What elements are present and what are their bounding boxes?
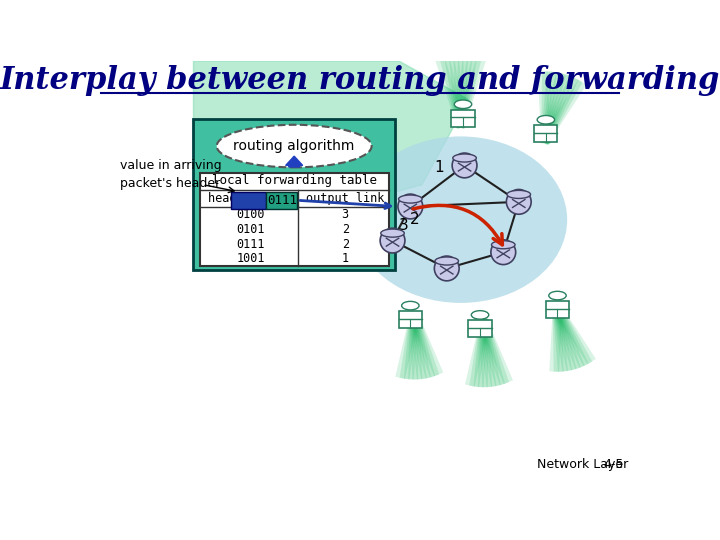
Text: value in arriving
packet's header: value in arriving packet's header <box>120 159 222 190</box>
Ellipse shape <box>402 301 419 310</box>
Circle shape <box>398 194 423 219</box>
Ellipse shape <box>354 137 567 303</box>
Ellipse shape <box>381 229 405 237</box>
FancyBboxPatch shape <box>199 173 389 266</box>
Text: 1: 1 <box>341 252 348 265</box>
FancyBboxPatch shape <box>534 125 557 142</box>
Ellipse shape <box>453 154 477 162</box>
Text: Interplay between routing and forwarding: Interplay between routing and forwarding <box>0 65 720 96</box>
Text: 0100: 0100 <box>236 208 265 221</box>
Ellipse shape <box>492 241 515 249</box>
Text: local forwarding table: local forwarding table <box>212 174 377 187</box>
Circle shape <box>491 240 516 265</box>
Text: 1: 1 <box>434 160 444 176</box>
Text: Network Layer: Network Layer <box>536 458 628 471</box>
Text: 0111: 0111 <box>267 194 297 207</box>
Polygon shape <box>194 61 469 212</box>
Ellipse shape <box>217 125 372 167</box>
Text: output link: output link <box>306 192 384 205</box>
Text: 1001: 1001 <box>236 252 265 265</box>
FancyBboxPatch shape <box>266 192 297 209</box>
Ellipse shape <box>472 310 489 319</box>
Text: 3: 3 <box>341 208 348 221</box>
Ellipse shape <box>454 100 472 109</box>
Text: 3: 3 <box>399 218 408 233</box>
Ellipse shape <box>399 195 422 203</box>
FancyBboxPatch shape <box>399 311 422 328</box>
Text: 0111: 0111 <box>236 238 265 251</box>
Ellipse shape <box>549 291 566 300</box>
Text: 0101: 0101 <box>236 223 265 236</box>
FancyBboxPatch shape <box>451 110 474 127</box>
Ellipse shape <box>537 116 554 124</box>
FancyBboxPatch shape <box>469 320 492 338</box>
FancyArrowPatch shape <box>413 205 503 245</box>
Circle shape <box>434 256 459 281</box>
FancyBboxPatch shape <box>194 119 395 270</box>
Text: 2: 2 <box>410 212 420 227</box>
Ellipse shape <box>435 257 459 265</box>
Text: header value: header value <box>208 192 294 205</box>
FancyArrow shape <box>286 156 302 167</box>
Circle shape <box>506 190 531 214</box>
Text: 4-5: 4-5 <box>603 458 624 471</box>
Text: 2: 2 <box>341 223 348 236</box>
FancyBboxPatch shape <box>230 192 266 209</box>
Circle shape <box>380 228 405 253</box>
FancyBboxPatch shape <box>546 301 569 318</box>
Text: routing algorithm: routing algorithm <box>233 139 355 153</box>
Text: 2: 2 <box>341 238 348 251</box>
Ellipse shape <box>507 191 531 198</box>
Circle shape <box>452 153 477 178</box>
